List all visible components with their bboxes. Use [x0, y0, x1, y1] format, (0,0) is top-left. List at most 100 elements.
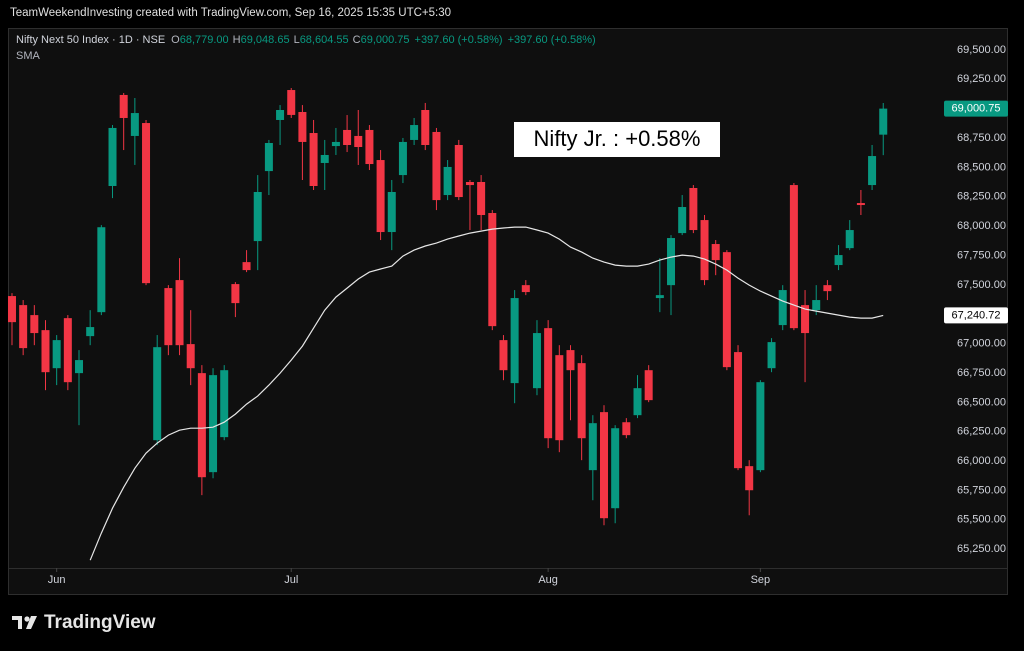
annotation-box — [514, 122, 720, 157]
candle-body — [52, 340, 61, 369]
candle-body — [376, 160, 385, 233]
last-price-label: 69,000.75 — [952, 103, 1001, 115]
sma-line — [89, 226, 884, 561]
x-tick-label: Aug — [538, 574, 558, 586]
candle-body — [532, 333, 541, 389]
candle-body — [298, 111, 307, 142]
last-price-tag — [944, 100, 1008, 117]
y-tick-label: 66,750.00 — [957, 367, 1006, 379]
candle-body — [655, 295, 664, 299]
candle-body — [700, 220, 709, 281]
symbol-legend: Nifty Next 50 Index · 1D · NSE O68,779.00… — [16, 34, 596, 46]
y-tick-label: 67,000.00 — [957, 338, 1006, 350]
logo-mark — [12, 616, 22, 629]
candle-body — [276, 109, 285, 120]
header: TeamWeekendInvesting created with Tradin… — [10, 7, 451, 19]
candle-body — [153, 347, 162, 441]
candle-body — [432, 131, 441, 201]
candle-body — [599, 412, 608, 519]
y-tick-label: 68,000.00 — [957, 220, 1006, 232]
candle-body — [644, 370, 653, 401]
candle-body — [611, 428, 620, 509]
candle-body — [812, 300, 821, 311]
candle-body — [242, 262, 251, 271]
candle-body — [97, 227, 106, 313]
candle-body — [86, 327, 95, 337]
chart-pane — [8, 28, 1008, 595]
plot-area — [7, 88, 888, 561]
candle-body — [678, 207, 687, 234]
candle-body — [75, 360, 84, 374]
candle-body — [7, 296, 16, 323]
candle-body — [499, 340, 508, 371]
candle-body — [41, 330, 50, 373]
candle-body — [845, 230, 854, 249]
candle-body — [130, 113, 139, 136]
ohlc-value: 69,048.65 — [241, 34, 290, 46]
candle-body — [789, 185, 798, 329]
candle-body — [745, 466, 754, 491]
candle-body — [521, 285, 530, 293]
y-tick-label: 65,250.00 — [957, 543, 1006, 555]
candle-body — [410, 125, 419, 140]
candle-body — [142, 123, 151, 284]
candle-body — [879, 108, 888, 135]
candle-body — [834, 255, 843, 266]
last-value-tag — [944, 307, 1008, 324]
y-tick-label: 66,250.00 — [957, 426, 1006, 438]
candle-body — [588, 423, 597, 471]
ohlc-key: C — [353, 34, 361, 46]
candle-body — [320, 154, 329, 163]
candle-body — [767, 342, 776, 369]
candle-body — [398, 141, 407, 176]
candle-body — [778, 290, 787, 326]
candle-body — [343, 129, 352, 146]
candle-body — [555, 355, 564, 441]
candle-body — [354, 135, 363, 147]
candle-body — [209, 375, 218, 473]
y-tick-label: 65,500.00 — [957, 514, 1006, 526]
change-label: +397.60 (+0.58%) — [415, 34, 503, 46]
candle-body — [544, 328, 553, 439]
candle-body — [331, 141, 340, 147]
candle-body — [287, 90, 296, 115]
ohlc-value: 69,000.75 — [361, 34, 410, 46]
candle-body — [477, 182, 486, 216]
candle-body — [443, 166, 452, 196]
candle-body — [566, 350, 575, 371]
candle-body — [19, 305, 28, 349]
ohlc-key: O — [171, 34, 180, 46]
last-value-label: 67,240.72 — [952, 309, 1001, 321]
change-label: +397.60 (+0.58%) — [508, 34, 596, 46]
candle-body — [622, 422, 631, 436]
candle-body — [421, 109, 430, 146]
brand-logo — [12, 616, 37, 629]
candle-body — [119, 94, 128, 118]
candle-body — [856, 203, 865, 206]
candle-body — [231, 284, 240, 304]
candle-body — [488, 213, 497, 327]
candle-body — [801, 305, 810, 334]
x-tick-label: Jun — [48, 574, 66, 586]
y-tick-label: 69,250.00 — [957, 73, 1006, 85]
y-tick-label: 67,750.00 — [957, 249, 1006, 261]
ohlc-key: L — [294, 34, 300, 46]
candle-body — [253, 191, 262, 242]
logo-mark — [26, 616, 37, 629]
ohlc-key: H — [233, 34, 241, 46]
candle-body — [164, 288, 173, 346]
y-tick-label: 69,500.00 — [957, 44, 1006, 56]
candle-body — [309, 133, 318, 186]
candle-body — [633, 388, 642, 416]
symbol: Nifty Next 50 Index · 1D · NSE — [16, 34, 165, 46]
candle-body — [577, 363, 586, 439]
candle-body — [365, 129, 374, 165]
x-tick-label: Jul — [284, 574, 298, 586]
candle-body — [387, 191, 396, 233]
y-tick-label: 65,750.00 — [957, 484, 1006, 496]
y-tick-label: 68,750.00 — [957, 132, 1006, 144]
candle-body — [734, 352, 743, 469]
candle-body — [667, 238, 676, 286]
